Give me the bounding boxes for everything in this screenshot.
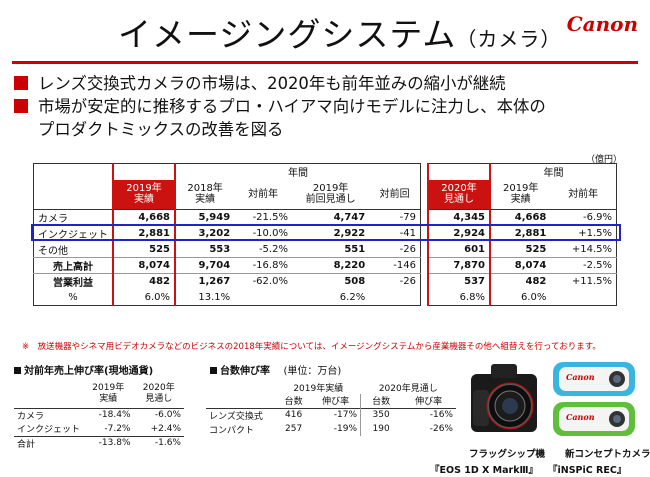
column-header: 伸び率 — [322, 397, 350, 408]
footnote: ※ 放送機器やシネマ用ビデオカメラなどのビジネスの2018年実績については、イメ… — [22, 342, 601, 352]
forecast-table: 年間 2020年 見通し 2019年 実績 対前年 4,345 4,668 -6… — [427, 163, 617, 306]
column-header: 対前回 — [379, 188, 410, 200]
concept-caption: 新コンセプトカメラ — [565, 449, 650, 460]
table-row: カメラ 4,668 5,949 -21.5% 4,747 -79 — [33, 209, 421, 226]
table-row: レンズ交換式 416 -17% 350 -16% — [206, 408, 456, 422]
table-row: 7,870 8,074 -2.5% — [427, 257, 617, 274]
table-header-row: 台数 伸び率 台数 伸び率 — [206, 394, 456, 408]
table-row: 4,345 4,668 -6.9% — [427, 209, 617, 226]
square-bullet-icon — [14, 367, 21, 374]
title-divider — [12, 61, 638, 64]
units-table-title: 台数伸び率 (単位：万台) — [210, 362, 341, 377]
table-row: 6.8% 6.0% — [427, 289, 617, 306]
flagship-caption: フラッグシップ機 — [469, 449, 546, 460]
table-group-header: 年間 — [427, 163, 617, 180]
table-row: 合計 -13.8% -1.6% — [14, 436, 184, 450]
table-row: 営業利益 482 1,267 -62.0% 508 -26 — [33, 273, 421, 290]
table-row: 2,924 2,881 +1.5% — [427, 225, 617, 242]
bullet-list: レンズ交換式カメラの市場は、2020年も前年並みの縮小が継続 市場が安定的に推移… — [14, 72, 546, 141]
table-row: コンパクト 257 -19% 190 -26% — [209, 422, 453, 436]
table-row: その他 525 553 -5.2% 551 -26 — [34, 241, 421, 258]
table-group-header: 年間 — [34, 163, 421, 180]
page-title: イメージングシステム（カメラ） — [118, 15, 562, 54]
table-header-row: 2020年 見通し 2019年 実績 対前年 — [427, 179, 617, 210]
results-table: 年間 2019年 実績 2018年 実績 対前年 2019年 前回見通し 対前回… — [33, 163, 421, 306]
table-header-row: 2019年 実績 2018年 実績 対前年 2019年 前回見通し 対前回 — [34, 179, 421, 210]
units-table-unit: (単位：万台) — [283, 366, 342, 377]
growth-table-title: 対前年売上伸び率(現地通貨) — [14, 362, 153, 377]
units-table: 2019年実績 2020年見通し 台数 伸び率 台数 伸び率 レンズ交換式 41… — [206, 380, 456, 436]
eos-1dx-camera-image — [471, 364, 537, 432]
table-row: % 6.0% 13.1% 6.2% — [34, 289, 421, 306]
camera-row-highlight — [31, 224, 621, 241]
bullet-square-icon — [14, 99, 28, 113]
column-header: 2020年 見通し — [427, 179, 491, 210]
column-header: 2019年 前回見通し — [305, 183, 356, 206]
table-row: インクジェット -7.2% +2.4% — [17, 423, 181, 436]
flagship-name: 『EOS 1D X MarkⅢ』 — [430, 465, 538, 476]
column-header: 台数 — [284, 397, 303, 408]
page-subtitle: （カメラ） — [456, 27, 562, 51]
inspic-rec-camera-image — [553, 362, 635, 436]
bullet-item: 市場が安定的に推移するプロ・ハイアマ向けモデルに注力し、本体の — [14, 95, 546, 118]
table-group-header: 2019年実績 2020年見通し — [293, 383, 438, 394]
column-header: 2019年 実績 — [112, 179, 176, 210]
inspic-brand-label: Canon — [566, 372, 595, 382]
table-row: インクジェット 2,881 3,202 -10.0% 2,922 -41 — [34, 225, 421, 242]
bullet-square-icon — [14, 76, 28, 90]
column-header: 対前年 — [568, 188, 599, 200]
table-header-row: 2019年 実績 2020年 見通し — [14, 380, 184, 408]
column-header: 対前年 — [248, 188, 279, 200]
column-header: 2019年 実績 — [92, 382, 125, 404]
column-header: 2019年 実績 — [502, 183, 539, 206]
column-header: 2018年 実績 — [187, 183, 223, 206]
currency-unit: （億円） — [586, 155, 623, 165]
square-bullet-icon — [210, 367, 217, 374]
column-header: 2020年 見通し — [142, 382, 175, 404]
growth-table: 2019年 実績 2020年 見通し カメラ -18.4% -6.0% インクジ… — [14, 380, 184, 450]
concept-name: 『iNSPiC REC』 — [548, 465, 627, 476]
canon-logo: Canon — [566, 12, 638, 36]
bullet-continuation: プロダクトミックスの改善を図る — [38, 120, 284, 139]
table-row: 601 525 +14.5% — [427, 241, 617, 258]
table-row: カメラ -18.4% -6.0% — [17, 410, 181, 422]
column-header: 伸び率 — [415, 397, 443, 408]
column-header: 台数 — [360, 394, 402, 408]
table-row: 537 482 +11.5% — [427, 273, 617, 290]
table-row: 売上高計 8,074 9,704 -16.8% 8,220 -146 — [33, 257, 421, 274]
inspic-brand-label: Canon — [566, 412, 595, 422]
bullet-item: レンズ交換式カメラの市場は、2020年も前年並みの縮小が継続 — [14, 72, 546, 95]
